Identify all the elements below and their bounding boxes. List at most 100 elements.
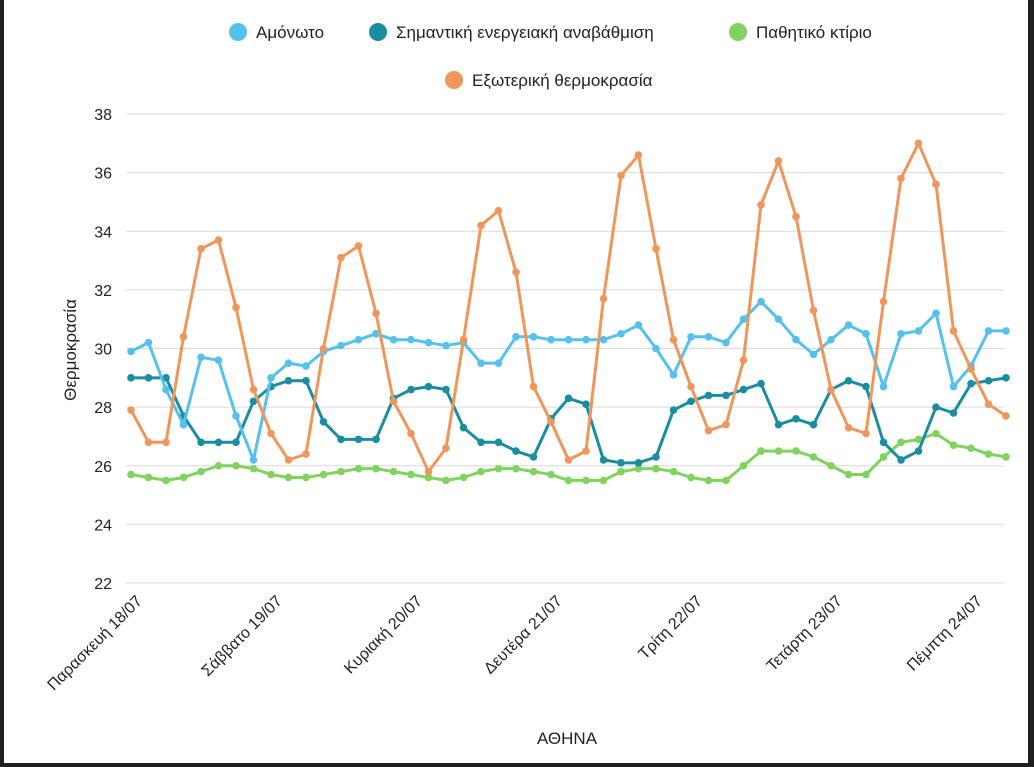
- data-point[interactable]: [477, 438, 485, 447]
- data-point[interactable]: [652, 464, 660, 473]
- data-point[interactable]: [407, 385, 415, 394]
- data-point[interactable]: [267, 429, 275, 438]
- data-point[interactable]: [144, 438, 153, 447]
- data-point[interactable]: [354, 242, 363, 250]
- data-point[interactable]: [984, 450, 993, 458]
- data-point[interactable]: [214, 438, 223, 447]
- data-point[interactable]: [284, 456, 293, 464]
- data-point[interactable]: [459, 423, 468, 432]
- data-point[interactable]: [197, 438, 205, 447]
- data-point[interactable]: [949, 327, 958, 335]
- data-point[interactable]: [144, 473, 153, 482]
- data-point[interactable]: [564, 476, 573, 485]
- data-point[interactable]: [372, 464, 380, 473]
- data-point[interactable]: [949, 409, 958, 417]
- data-point[interactable]: [599, 294, 608, 303]
- data-point[interactable]: [984, 327, 993, 335]
- data-point[interactable]: [179, 473, 188, 482]
- data-point[interactable]: [897, 174, 905, 183]
- data-point[interactable]: [722, 338, 730, 347]
- data-point[interactable]: [354, 435, 363, 444]
- data-point[interactable]: [617, 467, 625, 476]
- data-point[interactable]: [547, 417, 555, 426]
- data-point[interactable]: [144, 338, 153, 347]
- data-point[interactable]: [967, 379, 975, 388]
- data-point[interactable]: [897, 438, 905, 447]
- data-point[interactable]: [704, 391, 713, 400]
- data-point[interactable]: [582, 400, 590, 408]
- data-point[interactable]: [879, 438, 888, 447]
- data-point[interactable]: [687, 382, 695, 391]
- data-point[interactable]: [407, 335, 415, 344]
- data-point[interactable]: [424, 338, 433, 347]
- data-point[interactable]: [932, 429, 940, 438]
- data-point[interactable]: [442, 385, 450, 394]
- data-point[interactable]: [827, 335, 835, 344]
- data-point[interactable]: [564, 456, 573, 464]
- data-point[interactable]: [424, 473, 433, 482]
- data-point[interactable]: [512, 268, 520, 277]
- data-point[interactable]: [792, 415, 800, 423]
- data-point[interactable]: [249, 397, 258, 406]
- data-point[interactable]: [687, 473, 695, 482]
- data-point[interactable]: [529, 332, 538, 341]
- data-point[interactable]: [547, 335, 555, 344]
- data-point[interactable]: [354, 335, 363, 344]
- data-point[interactable]: [1002, 374, 1010, 382]
- data-point[interactable]: [127, 470, 135, 479]
- data-point[interactable]: [284, 376, 293, 385]
- data-point[interactable]: [284, 473, 293, 482]
- data-point[interactable]: [809, 420, 818, 429]
- data-point[interactable]: [179, 332, 188, 341]
- data-point[interactable]: [739, 385, 748, 394]
- data-point[interactable]: [669, 371, 678, 379]
- data-point[interactable]: [337, 253, 345, 262]
- data-point[interactable]: [932, 309, 940, 318]
- data-point[interactable]: [687, 397, 695, 406]
- data-point[interactable]: [984, 400, 993, 408]
- data-point[interactable]: [302, 473, 310, 482]
- data-point[interactable]: [407, 429, 415, 438]
- data-point[interactable]: [617, 171, 625, 180]
- data-point[interactable]: [494, 359, 503, 367]
- data-point[interactable]: [197, 353, 205, 362]
- data-point[interactable]: [372, 309, 380, 318]
- data-point[interactable]: [389, 335, 398, 344]
- data-point[interactable]: [862, 429, 870, 438]
- data-point[interactable]: [529, 467, 538, 476]
- data-point[interactable]: [232, 438, 240, 447]
- data-point[interactable]: [844, 321, 853, 329]
- data-point[interactable]: [669, 335, 678, 344]
- data-point[interactable]: [162, 476, 170, 485]
- data-point[interactable]: [582, 335, 590, 344]
- data-point[interactable]: [197, 467, 205, 476]
- data-point[interactable]: [722, 391, 730, 400]
- data-point[interactable]: [739, 356, 748, 365]
- data-point[interactable]: [1002, 453, 1010, 461]
- data-point[interactable]: [704, 476, 713, 485]
- data-point[interactable]: [319, 417, 328, 426]
- data-point[interactable]: [862, 382, 870, 391]
- data-point[interactable]: [1002, 412, 1010, 420]
- data-point[interactable]: [809, 350, 818, 359]
- data-point[interactable]: [477, 359, 485, 367]
- data-point[interactable]: [232, 412, 240, 420]
- data-point[interactable]: [214, 461, 223, 470]
- data-point[interactable]: [197, 245, 205, 253]
- data-point[interactable]: [827, 461, 835, 470]
- data-point[interactable]: [967, 444, 975, 452]
- data-point[interactable]: [564, 335, 573, 344]
- data-point[interactable]: [809, 453, 818, 461]
- data-point[interactable]: [267, 374, 275, 382]
- legend-item-passive-building[interactable]: Παθητικό κτίριο: [729, 23, 872, 42]
- data-point[interactable]: [162, 385, 170, 394]
- data-point[interactable]: [249, 464, 258, 473]
- data-point[interactable]: [494, 438, 503, 447]
- data-point[interactable]: [634, 464, 643, 473]
- data-point[interactable]: [1002, 327, 1010, 335]
- data-point[interactable]: [267, 470, 275, 479]
- data-point[interactable]: [582, 447, 590, 455]
- data-point[interactable]: [389, 467, 398, 476]
- data-point[interactable]: [879, 382, 888, 391]
- data-point[interactable]: [827, 385, 835, 394]
